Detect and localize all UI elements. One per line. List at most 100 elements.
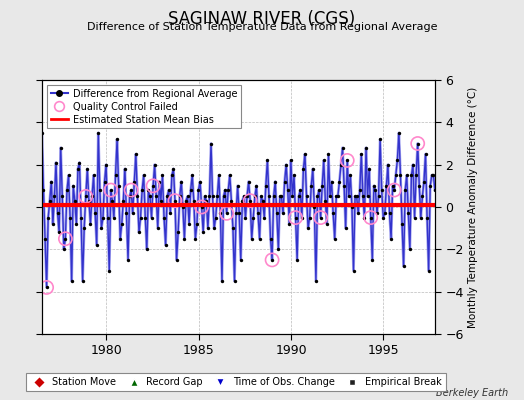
Point — [324, 151, 333, 157]
Point — [147, 214, 156, 221]
Point — [423, 214, 431, 221]
Point — [265, 193, 273, 200]
Point — [412, 172, 420, 178]
Point — [105, 267, 113, 274]
Point — [353, 193, 361, 200]
Point — [301, 151, 309, 157]
Point — [223, 210, 231, 216]
Point — [247, 236, 256, 242]
Point — [49, 221, 57, 227]
Point — [172, 257, 181, 263]
Point — [274, 246, 282, 252]
Point — [402, 172, 411, 178]
Point — [364, 193, 372, 200]
Point — [82, 193, 90, 200]
Point — [244, 178, 253, 185]
Point — [44, 214, 52, 221]
Point — [209, 193, 217, 200]
Point — [398, 221, 406, 227]
Point — [64, 172, 73, 178]
Point — [329, 210, 337, 216]
Point — [332, 193, 341, 200]
Point — [96, 187, 104, 193]
Point — [326, 193, 334, 200]
Point — [290, 172, 298, 178]
Point — [139, 172, 148, 178]
Point — [368, 257, 376, 263]
Point — [235, 210, 243, 216]
Point — [91, 210, 100, 216]
Point — [413, 140, 422, 147]
Point — [58, 193, 67, 200]
Point — [182, 198, 190, 204]
Point — [288, 193, 297, 200]
Point — [110, 214, 118, 221]
Point — [252, 183, 260, 189]
Point — [130, 178, 138, 185]
Point — [415, 183, 423, 189]
Point — [199, 229, 208, 236]
Point — [268, 257, 276, 263]
Point — [315, 187, 323, 193]
Point — [420, 178, 428, 185]
Point — [331, 236, 339, 242]
Point — [149, 183, 157, 189]
Point — [42, 284, 51, 291]
Point — [94, 130, 103, 136]
Point — [373, 210, 381, 216]
Text: Berkeley Earth: Berkeley Earth — [436, 388, 508, 398]
Point — [157, 198, 165, 204]
Point — [246, 198, 254, 204]
Point — [77, 214, 85, 221]
Point — [185, 221, 193, 227]
Point — [229, 225, 237, 231]
Point — [391, 172, 400, 178]
Point — [117, 221, 126, 227]
Point — [106, 187, 115, 193]
Point — [239, 193, 248, 200]
Point — [421, 151, 430, 157]
Point — [316, 214, 325, 221]
Point — [136, 214, 145, 221]
Point — [407, 172, 416, 178]
Point — [321, 198, 330, 204]
Point — [293, 257, 301, 263]
Point — [312, 278, 320, 284]
Point — [119, 198, 127, 204]
Point — [218, 278, 226, 284]
Point — [226, 172, 234, 178]
Point — [41, 236, 49, 242]
Point — [141, 214, 149, 221]
Point — [121, 166, 129, 172]
Point — [224, 187, 233, 193]
Point — [361, 214, 369, 221]
Point — [390, 187, 398, 193]
Point — [57, 144, 65, 151]
Point — [282, 162, 290, 168]
Point — [401, 187, 409, 193]
Point — [113, 136, 121, 142]
Point — [155, 178, 163, 185]
Point — [304, 225, 312, 231]
Point — [362, 144, 370, 151]
Point — [183, 193, 192, 200]
Point — [359, 193, 367, 200]
Point — [277, 193, 286, 200]
Point — [83, 166, 92, 172]
Point — [328, 178, 336, 185]
Point — [60, 246, 68, 252]
Point — [234, 183, 242, 189]
Point — [404, 210, 412, 216]
Point — [216, 210, 225, 216]
Point — [102, 162, 111, 168]
Point — [380, 210, 389, 216]
Point — [342, 225, 350, 231]
Point — [307, 183, 315, 189]
Point — [243, 193, 251, 200]
Point — [339, 144, 347, 151]
Point — [266, 236, 275, 242]
Point — [80, 225, 89, 231]
Point — [74, 166, 82, 172]
Point — [246, 198, 254, 204]
Text: SAGINAW RIVER (CGS): SAGINAW RIVER (CGS) — [168, 10, 356, 28]
